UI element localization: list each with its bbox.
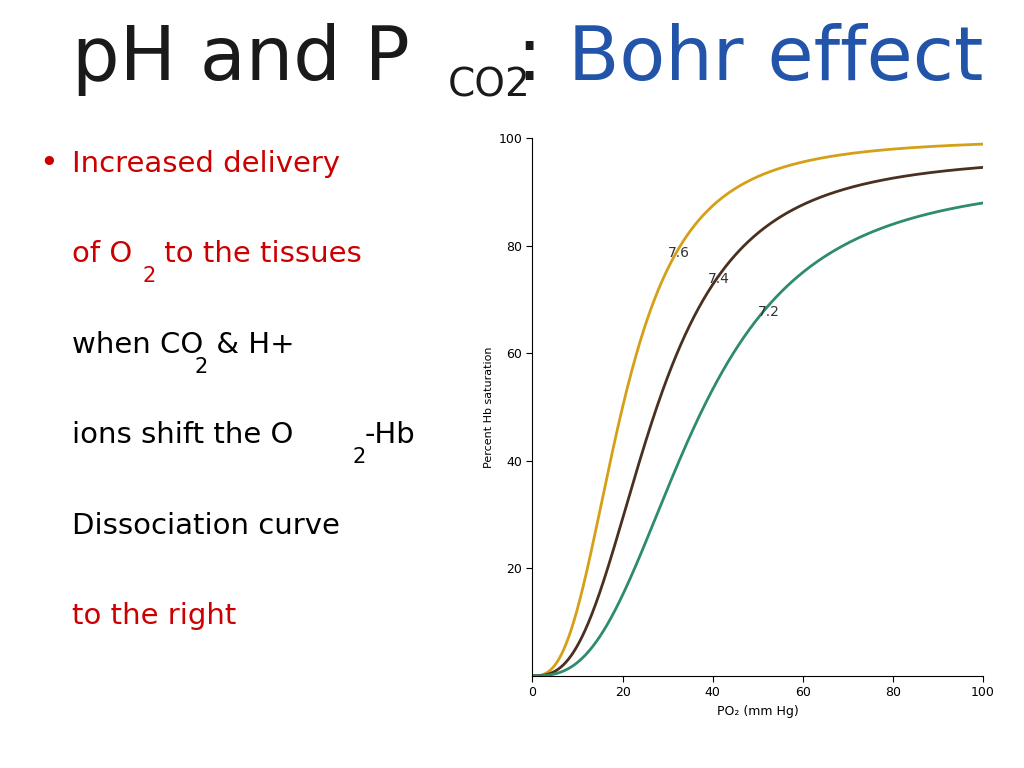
X-axis label: PO₂ (mm Hg): PO₂ (mm Hg) (717, 705, 799, 718)
Text: •: • (39, 148, 58, 179)
Text: 2: 2 (352, 447, 366, 468)
Text: 2: 2 (195, 357, 208, 377)
Text: 7.2: 7.2 (758, 305, 779, 319)
Text: -Hb: -Hb (365, 421, 416, 449)
Text: when CO: when CO (73, 331, 204, 359)
Text: Dissociation curve: Dissociation curve (73, 511, 340, 540)
Text: ions shift the O: ions shift the O (73, 421, 294, 449)
Text: Bohr effect: Bohr effect (568, 23, 984, 96)
Text: :: : (517, 23, 590, 96)
Y-axis label: Percent Hb saturation: Percent Hb saturation (484, 346, 494, 468)
Text: CO2: CO2 (447, 66, 530, 104)
Text: 7.4: 7.4 (709, 273, 730, 286)
Text: to the right: to the right (73, 602, 237, 630)
Text: Increased delivery: Increased delivery (73, 150, 340, 177)
Text: of O: of O (73, 240, 132, 268)
Text: to the tissues: to the tissues (155, 240, 361, 268)
Text: 2: 2 (142, 266, 156, 286)
Text: pH and P: pH and P (72, 23, 410, 96)
Text: & H+: & H+ (208, 331, 295, 359)
Text: 7.6: 7.6 (668, 246, 689, 260)
